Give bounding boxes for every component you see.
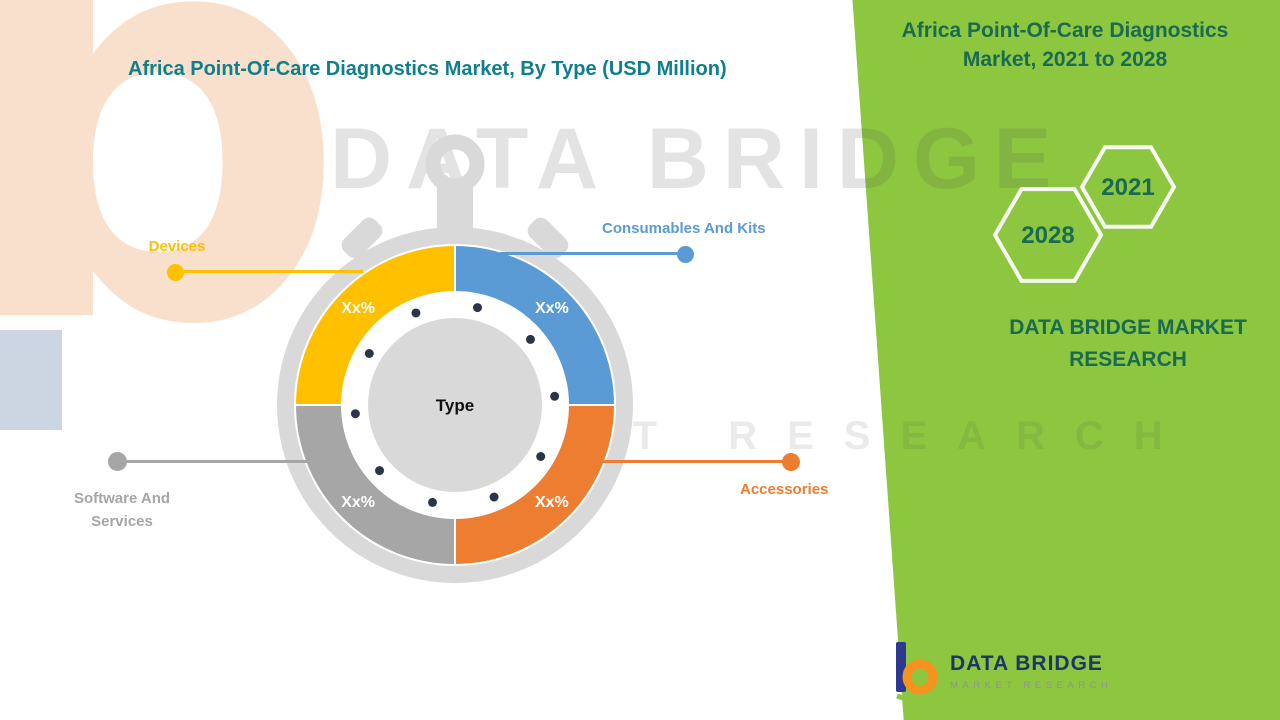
- segment-percent-label-2: Xx%: [535, 494, 569, 511]
- dial-dots: [350, 303, 560, 507]
- callout-line-consumables: [500, 252, 680, 255]
- dial-dot: [411, 308, 421, 318]
- segment-percent-label-3: Xx%: [341, 494, 375, 511]
- stopwatch-donut-chart: Xx% Xx% Xx% Xx% Type: [277, 134, 633, 583]
- dial-dot: [489, 492, 499, 502]
- dial-dot: [550, 391, 560, 401]
- segment-label-software: Software And Services: [73, 490, 171, 531]
- dial-dot: [350, 409, 360, 419]
- callout-line-devices: [181, 270, 363, 273]
- stopwatch-crown-ring: [425, 134, 485, 194]
- segment-label-devices: Devices: [148, 238, 206, 255]
- data-bridge-b-icon: [896, 642, 941, 702]
- dial-dot: [375, 466, 385, 476]
- callout-line-accessories: [600, 460, 786, 463]
- panel-title: Africa Point-Of-Care Diagnostics Market,…: [901, 19, 1229, 72]
- hexagon-2021: [1079, 145, 1177, 229]
- stopwatch-left-button: [341, 217, 383, 259]
- callout-line-software: [125, 460, 311, 463]
- segment-percent-label-0: Xx%: [341, 300, 375, 317]
- panel-brand-text: DATA BRIDGE MARKET RESEARCH: [1009, 316, 1247, 371]
- segment-percent-label-1: Xx%: [535, 300, 569, 317]
- chart-title: Africa Point-Of-Care Diagnostics Market,…: [128, 58, 727, 80]
- segment-percent-labels: Xx% Xx% Xx% Xx%: [341, 300, 569, 511]
- stopwatch-right-button: [527, 217, 569, 259]
- callout-dot-accessories: [782, 453, 800, 471]
- callout-dot-software: [108, 452, 127, 471]
- dial-center: [368, 318, 542, 492]
- logo-name: DATA BRIDGE: [950, 651, 1103, 675]
- hexagon-2028: [992, 187, 1104, 283]
- dial-dot: [525, 334, 535, 344]
- hexagon-2021-label: 2021: [1101, 174, 1154, 201]
- forecast-hexagons: 2028 2021: [992, 145, 1177, 283]
- stopwatch-crown-stem: [437, 184, 473, 232]
- segment-label-consumables: Consumables And Kits: [602, 220, 766, 237]
- background-b-logo-blue-block: [0, 330, 62, 430]
- dial-dot: [428, 497, 438, 507]
- logo-tagline: MARKET RESEARCH: [950, 679, 1113, 691]
- dial-dot: [536, 452, 546, 462]
- callout-dot-devices: [167, 264, 184, 281]
- data-bridge-logo: DATA BRIDGE MARKET RESEARCH: [893, 640, 1112, 702]
- callout-dot-consumables: [677, 246, 694, 263]
- segment-label-accessories: Accessories: [740, 481, 829, 498]
- hexagon-2028-label: 2028: [1021, 222, 1074, 249]
- logo-text-block: DATA BRIDGE MARKET RESEARCH: [950, 652, 1112, 691]
- donut-center-label: Type: [436, 396, 474, 415]
- dial-dot: [472, 303, 482, 313]
- dial-dot: [364, 348, 374, 358]
